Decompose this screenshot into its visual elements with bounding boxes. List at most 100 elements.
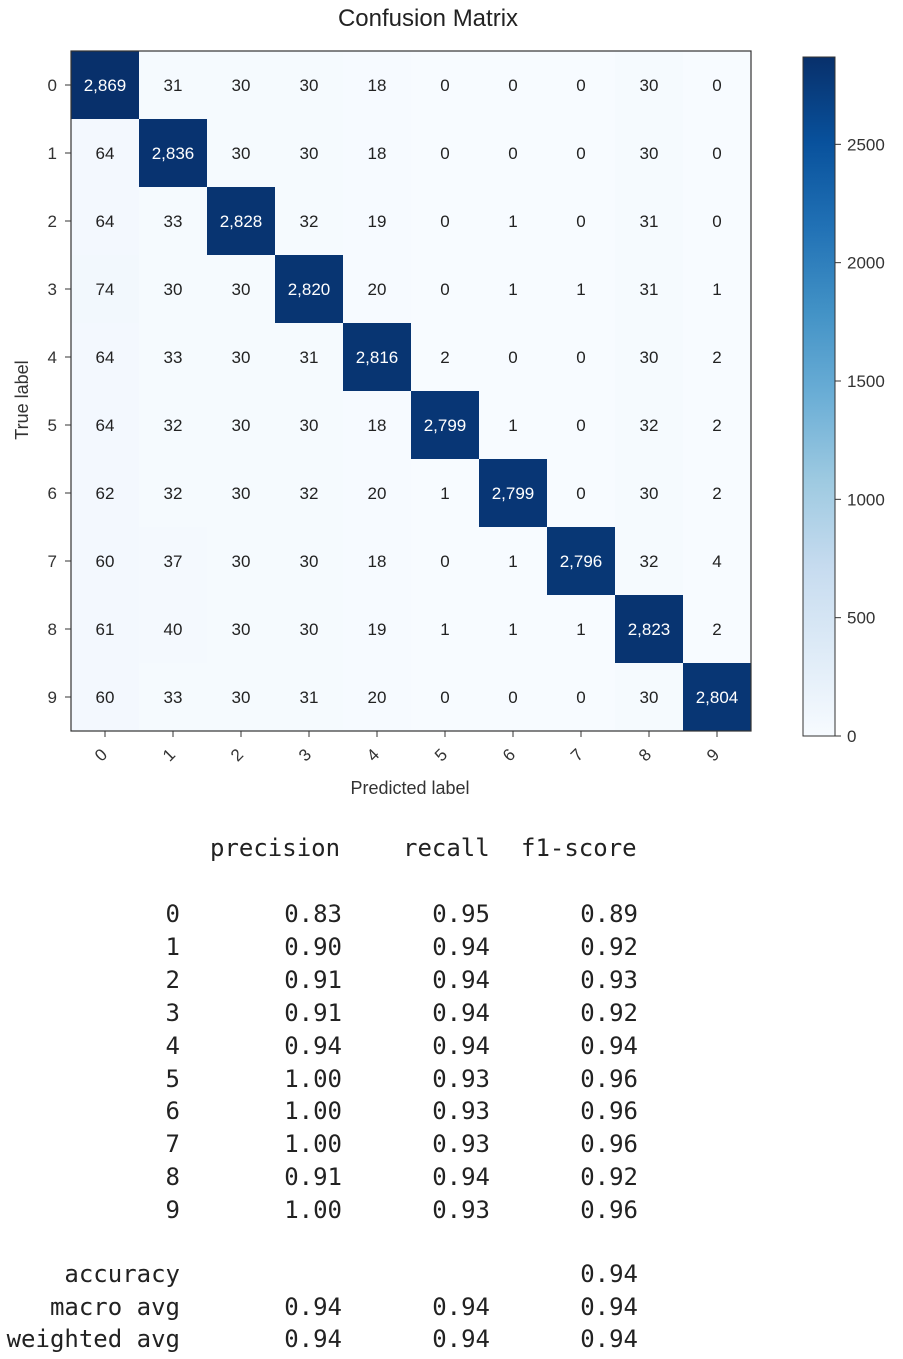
cell-value-label: 30 — [640, 688, 659, 707]
y-tick-label: 7 — [48, 552, 57, 571]
heatmap-cell — [479, 323, 547, 391]
cell-value-label: 2,820 — [288, 280, 331, 299]
x-tick-label: 5 — [431, 745, 451, 765]
cell-value-label: 0 — [508, 348, 517, 367]
heatmap-cell — [479, 119, 547, 187]
y-tick-label: 1 — [48, 144, 57, 163]
heatmap-cell — [479, 459, 547, 527]
heatmap-cell — [207, 663, 275, 731]
cell-value-label: 19 — [368, 212, 387, 231]
heatmap-cell — [71, 255, 139, 323]
heatmap-cell — [411, 323, 479, 391]
report-row-label: 2 — [165, 965, 180, 994]
heatmap-cell — [411, 527, 479, 595]
y-tick-label: 0 — [48, 76, 57, 95]
heatmap-cell — [343, 323, 411, 391]
y-tick-label: 9 — [48, 688, 57, 707]
y-tick-label: 5 — [48, 416, 57, 435]
cell-value-label: 64 — [96, 416, 115, 435]
heatmap-cell — [275, 663, 343, 731]
cell-value-label: 30 — [232, 144, 251, 163]
cell-value-label: 30 — [300, 76, 319, 95]
cell-value-label: 32 — [640, 416, 659, 435]
report-row-label: 3 — [165, 998, 180, 1027]
heatmap-cell — [615, 119, 683, 187]
x-axis-label: Predicted label — [350, 778, 469, 798]
cell-value-label: 20 — [368, 280, 387, 299]
report-row-f1: 0.94 — [580, 1031, 638, 1060]
colorbar — [802, 56, 836, 737]
y-tick-label: 3 — [48, 280, 57, 299]
report-summary-label: macro avg — [49, 1292, 180, 1321]
cell-value-label: 60 — [96, 688, 115, 707]
cell-value-label: 2 — [712, 620, 721, 639]
heatmap-cell — [411, 391, 479, 459]
colorbar-tick-label: 0 — [847, 727, 856, 746]
heatmap-cell — [615, 595, 683, 663]
heatmap-cell — [479, 255, 547, 323]
report-summary-precision: 0.94 — [284, 1292, 342, 1321]
cell-value-label: 31 — [640, 212, 659, 231]
report-row-f1: 0.92 — [580, 932, 638, 961]
report-row-precision: 0.94 — [284, 1031, 342, 1060]
cell-value-label: 0 — [440, 144, 449, 163]
cell-value-label: 0 — [576, 484, 585, 503]
heatmap-cell — [207, 255, 275, 323]
cell-value-label: 31 — [164, 76, 183, 95]
report-row-f1: 0.96 — [580, 1097, 638, 1126]
cell-value-label: 2 — [712, 484, 721, 503]
cell-value-label: 40 — [164, 620, 183, 639]
x-tick-label: 6 — [499, 745, 519, 765]
cell-value-label: 20 — [368, 484, 387, 503]
colorbar-tick-label: 2500 — [847, 135, 885, 154]
heatmap-cell — [139, 255, 207, 323]
report-row-label: 1 — [165, 932, 180, 961]
heatmap-cell — [683, 527, 751, 595]
cell-value-label: 0 — [576, 76, 585, 95]
heatmap-cell — [139, 119, 207, 187]
cell-value-label: 0 — [576, 348, 585, 367]
report-row-f1: 0.96 — [580, 1130, 638, 1159]
x-tick-label: 8 — [635, 745, 655, 765]
cell-value-label: 0 — [440, 552, 449, 571]
heatmap-cell — [275, 323, 343, 391]
x-tick-label: 9 — [703, 745, 723, 765]
report-row-precision: 0.91 — [284, 1163, 342, 1192]
heatmap-cell — [139, 527, 207, 595]
cell-value-label: 2,869 — [84, 76, 127, 95]
y-tick-label: 8 — [48, 620, 57, 639]
heatmap-cell — [71, 663, 139, 731]
cell-value-label: 33 — [164, 212, 183, 231]
report-row-f1: 0.92 — [580, 998, 638, 1027]
heatmap-cell — [207, 119, 275, 187]
x-tick-label: 2 — [227, 745, 247, 765]
heatmap-cell — [479, 663, 547, 731]
heatmap-cell — [547, 323, 615, 391]
heatmap-cell — [683, 119, 751, 187]
cell-value-label: 32 — [300, 212, 319, 231]
heatmap-cell — [683, 663, 751, 731]
cell-value-label: 0 — [440, 688, 449, 707]
heatmap-cell — [343, 663, 411, 731]
cell-value-label: 1 — [440, 484, 449, 503]
heatmap-cell — [343, 255, 411, 323]
heatmap-cell — [615, 51, 683, 119]
heatmap-cell — [275, 459, 343, 527]
cell-value-label: 30 — [640, 348, 659, 367]
cell-value-label: 1 — [576, 620, 585, 639]
cell-value-label: 31 — [640, 280, 659, 299]
report-row-precision: 0.83 — [284, 900, 342, 928]
heatmap-cell — [343, 527, 411, 595]
cell-value-label: 2,796 — [560, 552, 603, 571]
cell-value-label: 18 — [368, 76, 387, 95]
report-row-f1: 0.96 — [580, 1064, 638, 1093]
cell-value-label: 2,823 — [628, 620, 671, 639]
report-row-precision: 0.90 — [284, 932, 342, 961]
report-row-label: 4 — [165, 1031, 180, 1060]
heatmap-cell — [207, 459, 275, 527]
cell-value-label: 2,816 — [356, 348, 399, 367]
heatmap-cell — [615, 323, 683, 391]
cell-value-label: 0 — [440, 212, 449, 231]
report-summary-f1: 0.94 — [580, 1260, 638, 1288]
report-row-f1: 0.93 — [580, 965, 638, 994]
